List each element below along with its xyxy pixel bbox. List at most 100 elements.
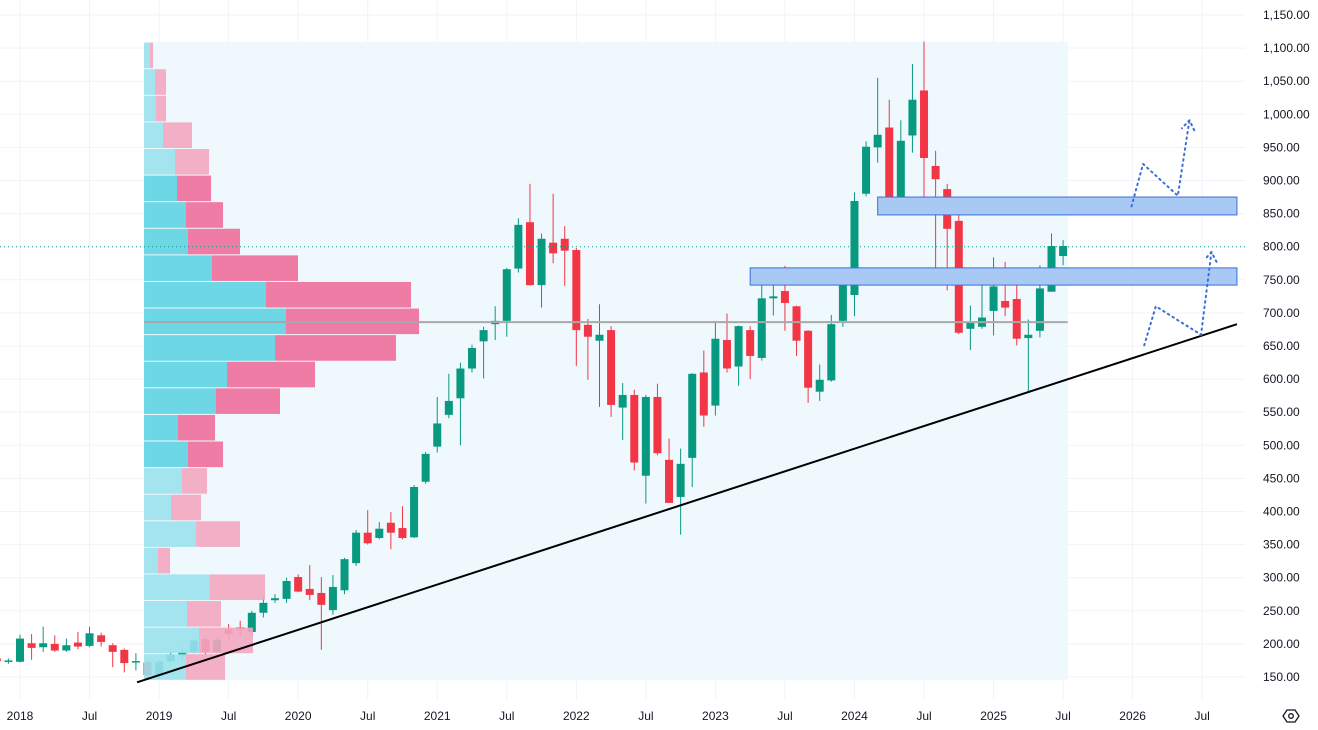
profile-row-down-volume [266, 281, 412, 308]
projection-path[interactable] [1130, 119, 1191, 208]
time-tick-label: Jul [1055, 709, 1070, 723]
candle-down [607, 326, 616, 417]
projection-path[interactable] [1143, 250, 1213, 347]
price-axis[interactable]: 150.00 200.00 250.00 300.00 350.00 400.00 450.… [1263, 8, 1310, 684]
profile-row-down-volume [178, 414, 216, 441]
candle-body [757, 298, 766, 358]
profile-row-down-volume [199, 627, 254, 654]
candle-down [363, 510, 372, 545]
time-tick-label: 2018 [7, 709, 34, 723]
time-tick-label: Jul [221, 709, 236, 723]
candle-up [769, 283, 778, 316]
profile-row-up-volume [144, 361, 228, 388]
candle-body [352, 532, 361, 564]
value-area [144, 42, 1068, 681]
candle-body [1024, 334, 1033, 339]
candle-body [699, 372, 708, 416]
candle-up [827, 314, 836, 382]
settings-hexagon-icon[interactable] [1282, 707, 1300, 725]
profile-row-up-volume [144, 574, 211, 601]
candle-down [653, 383, 662, 456]
candle-down [746, 326, 755, 380]
time-tick-label: Jul [360, 709, 375, 723]
candle-up [1059, 240, 1068, 266]
drawings[interactable] [0, 118, 1245, 684]
candle-body [850, 201, 859, 296]
candle-body [375, 528, 384, 538]
candle-body [676, 463, 685, 497]
candle-down [73, 631, 82, 650]
candle-down [804, 330, 813, 403]
profile-row-up-volume [144, 388, 217, 414]
time-tick-label: Jul [777, 709, 792, 723]
candle-body [178, 651, 187, 656]
candle-body [862, 146, 871, 194]
time-tick-label: Jul [1195, 709, 1210, 723]
candle-body [468, 347, 477, 369]
price-tick-label: 950.00 [1263, 140, 1300, 154]
profile-row-down-volume [158, 547, 171, 574]
candle-body [456, 368, 465, 399]
candle-body [305, 588, 314, 595]
candle-body [398, 528, 407, 538]
price-tick-label: 500.00 [1263, 438, 1300, 452]
price-tick-label: 400.00 [1263, 505, 1300, 519]
price-tick-label: 350.00 [1263, 538, 1300, 552]
candle-body [282, 581, 291, 599]
resistance-zone[interactable] [749, 267, 1238, 286]
resistance-zone[interactable] [877, 196, 1238, 216]
candle-body [4, 660, 13, 662]
candle-body [560, 238, 569, 251]
time-tick-label: 2019 [146, 709, 173, 723]
candle-up [479, 326, 488, 379]
candle-up [514, 218, 523, 273]
candle-up [711, 322, 720, 416]
candle-body [931, 165, 940, 180]
candle-body [525, 222, 534, 286]
profile-row-down-volume [163, 122, 193, 149]
candle-body [62, 645, 71, 651]
candle-body [780, 291, 789, 303]
candle-down [722, 313, 731, 373]
candle-body [433, 423, 442, 447]
time-tick-label: 2022 [563, 709, 590, 723]
candle-body [711, 338, 720, 406]
profile-row-down-volume [186, 202, 224, 228]
candle-body [27, 643, 36, 648]
candle-down [97, 632, 106, 647]
candle-up [410, 485, 419, 538]
trendline[interactable] [136, 323, 1238, 684]
candle-up [850, 192, 859, 317]
candle-down [108, 643, 117, 668]
profile-row-up-volume [144, 654, 187, 680]
price-tick-label: 1,050.00 [1263, 74, 1310, 88]
candle-body [769, 296, 778, 299]
candle-body [340, 559, 349, 591]
candle-body [908, 99, 917, 136]
candle-up [16, 634, 24, 663]
profile-row-down-volume [210, 574, 266, 601]
profile-row-down-volume [150, 42, 154, 69]
profile-row-up-volume [144, 228, 189, 255]
profile-row-up-volume [144, 42, 151, 69]
candle-up [421, 451, 430, 484]
candle-up [1024, 319, 1033, 392]
candle-body [410, 487, 419, 538]
candle-body [746, 330, 755, 356]
candle-down [1012, 283, 1021, 346]
candle-body [514, 224, 523, 269]
candle-up [282, 577, 291, 603]
candle-up [862, 141, 871, 197]
candle-body [792, 306, 801, 341]
candle-down [317, 577, 326, 650]
candle-up [966, 305, 975, 350]
time-tick-label: Jul [638, 709, 653, 723]
candle-down [120, 648, 129, 673]
time-tick-label: 2021 [424, 709, 451, 723]
profile-row-up-volume [144, 255, 213, 281]
candle-down [549, 193, 558, 264]
candle-body [39, 643, 48, 648]
profile-row-down-volume [227, 361, 316, 388]
time-axis[interactable]: 2018 Jul 2019 Jul 2020 Jul 2021 Jul 2022 Jul 2023 J… [7, 709, 1210, 723]
